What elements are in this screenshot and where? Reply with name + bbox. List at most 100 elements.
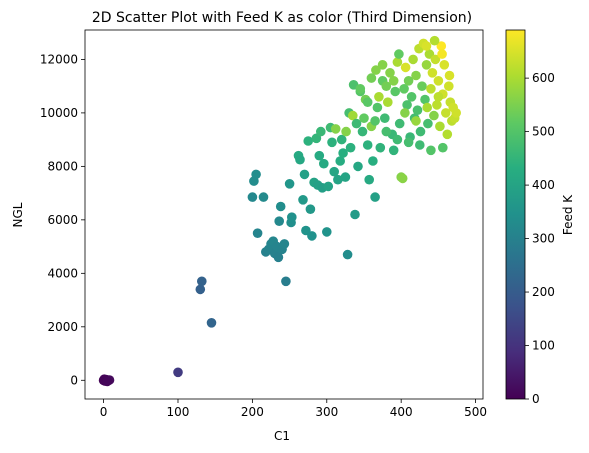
x-tick-label: 500	[464, 405, 487, 419]
data-point	[408, 54, 418, 65]
data-point	[338, 148, 348, 158]
data-point	[406, 92, 417, 102]
data-point	[206, 318, 217, 328]
plot-area	[84, 29, 484, 400]
colorbar-tick-label: 300	[532, 232, 555, 246]
data-point	[403, 137, 414, 148]
data-point	[436, 41, 447, 51]
data-point	[411, 116, 421, 126]
data-point	[340, 172, 351, 182]
data-point	[368, 156, 378, 166]
data-point	[303, 136, 314, 146]
x-axis: 0 100 200 300 400 500	[100, 399, 487, 419]
data-point	[411, 70, 421, 81]
data-point	[394, 49, 404, 59]
data-point	[426, 145, 436, 156]
data-point	[444, 70, 455, 81]
data-point	[380, 113, 390, 123]
data-point	[392, 134, 403, 145]
y-tick-label: 10000	[40, 106, 78, 120]
data-point	[415, 140, 425, 150]
colorbar-tick-label: 0	[532, 392, 540, 406]
data-point	[274, 216, 285, 226]
data-point	[351, 118, 362, 129]
data-point	[342, 249, 353, 260]
data-point	[366, 73, 377, 83]
data-point	[403, 76, 414, 86]
colorbar: 0 100 200 300 400 500 600 Feed K	[505, 29, 575, 406]
data-point	[390, 86, 401, 97]
data-point	[281, 276, 291, 287]
data-point	[377, 60, 388, 70]
data-point	[400, 108, 410, 118]
data-point	[400, 62, 411, 73]
data-point	[197, 276, 207, 287]
data-point	[439, 60, 450, 70]
data-point	[329, 166, 340, 177]
data-point	[374, 92, 384, 102]
data-point	[287, 212, 297, 222]
data-point	[429, 110, 439, 121]
data-point	[333, 174, 343, 185]
data-point	[314, 150, 325, 161]
data-point	[435, 121, 445, 132]
data-point	[415, 126, 426, 137]
data-point	[279, 239, 290, 249]
x-tick-label: 0	[100, 405, 108, 419]
data-point	[371, 65, 381, 75]
data-point	[372, 102, 383, 113]
data-point	[307, 231, 317, 241]
data-point	[362, 97, 373, 107]
data-point	[173, 367, 183, 378]
data-point	[273, 252, 284, 263]
data-point	[341, 126, 351, 137]
data-point	[381, 81, 392, 91]
x-tick-label: 400	[390, 405, 413, 419]
data-point	[322, 227, 332, 237]
data-point	[357, 126, 368, 137]
data-point	[350, 209, 360, 220]
data-point	[397, 173, 408, 184]
data-point	[336, 134, 347, 145]
data-point	[444, 81, 454, 91]
data-point	[355, 84, 366, 94]
data-point	[388, 76, 399, 86]
data-point	[433, 92, 444, 102]
colorbar-label: Feed K	[561, 194, 575, 235]
data-point	[383, 97, 393, 107]
colorbar-tick-label: 500	[532, 125, 555, 139]
y-tick-label: 2000	[47, 320, 78, 334]
data-point	[353, 161, 363, 172]
colorbar-tick-label: 100	[532, 339, 555, 353]
data-point	[441, 108, 451, 118]
data-point	[359, 113, 369, 123]
x-tick-label: 300	[315, 405, 338, 419]
data-point	[422, 102, 433, 113]
data-point	[388, 145, 399, 156]
data-point	[426, 84, 436, 94]
data-point	[258, 192, 269, 202]
data-point	[323, 181, 334, 192]
data-point	[195, 284, 206, 295]
data-point	[316, 126, 326, 137]
data-point	[299, 169, 310, 180]
y-tick-label: 4000	[47, 266, 78, 280]
data-point	[438, 142, 448, 153]
data-point	[298, 195, 308, 205]
data-point	[421, 60, 432, 70]
data-point	[451, 108, 462, 118]
data-point	[429, 35, 440, 46]
data-point	[394, 118, 405, 129]
data-point	[427, 68, 438, 78]
data-point	[370, 116, 380, 126]
data-point	[247, 192, 258, 202]
data-point	[370, 192, 380, 202]
y-tick-label: 12000	[40, 52, 78, 66]
data-point	[412, 105, 423, 115]
data-point	[420, 94, 430, 105]
axes-frame	[84, 29, 484, 400]
data-point	[295, 154, 305, 165]
data-point	[362, 140, 373, 150]
data-point	[399, 84, 409, 94]
